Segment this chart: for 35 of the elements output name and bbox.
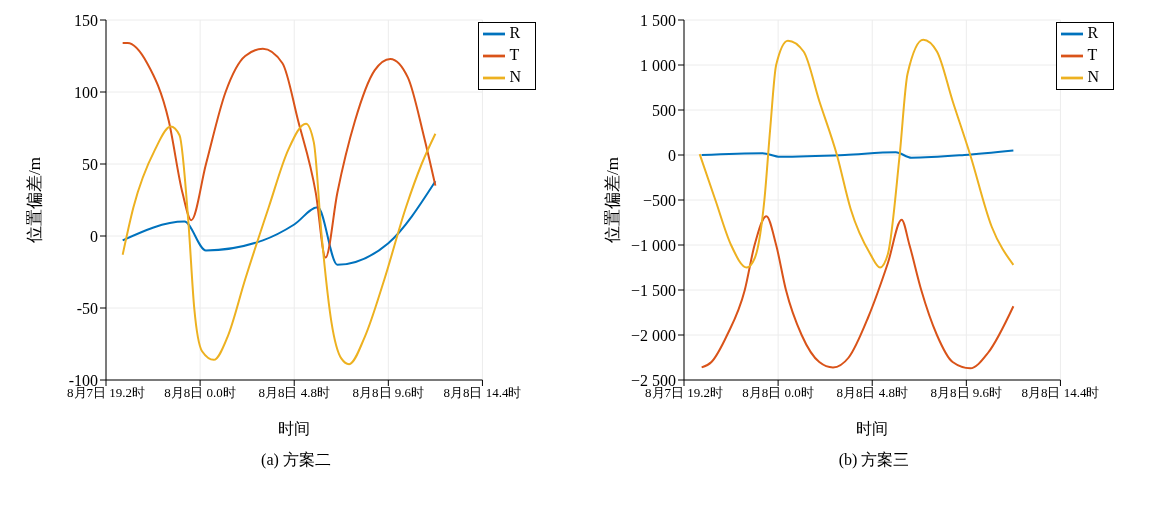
y-tick-label: 500 — [652, 101, 676, 119]
y-tick-label: −1 000 — [630, 236, 676, 254]
y-axis-title: 位置偏差/m — [25, 157, 45, 243]
y-tick-label: 0 — [668, 146, 676, 164]
y-tick-label: −2 000 — [630, 326, 676, 344]
legend-label: T — [1087, 45, 1098, 63]
x-tick-label: 8月8日 4.8时 — [836, 385, 908, 401]
text: (b) 方案三 — [837, 450, 911, 471]
x-axis-title: 时间 — [278, 420, 311, 437]
x-tick-label: 8月8日 14.4时 — [1021, 385, 1100, 401]
legend-label: R — [1087, 23, 1099, 41]
legend-label: N — [509, 67, 521, 85]
x-tick-label: 8月8日 0.0时 — [164, 385, 236, 401]
x-tick-label: 8月8日 0.0时 — [742, 385, 814, 401]
y-tick-label: 1 000 — [640, 56, 676, 74]
legend-label: N — [1087, 67, 1099, 85]
text: (a) 方案二 — [260, 450, 332, 471]
x-tick-label: 8月7日 19.2时 — [645, 385, 723, 401]
y-tick-label: 100 — [74, 83, 98, 101]
y-tick-label: 150 — [74, 11, 98, 29]
y-tick-label: 0 — [90, 227, 98, 245]
legend-label: R — [509, 23, 521, 41]
y-tick-label: −1 500 — [630, 281, 676, 299]
x-tick-label: 8月7日 19.2时 — [67, 385, 145, 401]
y-tick-label: 1 500 — [640, 11, 676, 29]
legend-label: T — [509, 45, 520, 63]
x-tick-label: 8月8日 4.8时 — [258, 385, 330, 401]
x-axis-title: 时间 — [856, 420, 889, 437]
y-tick-label: -50 — [76, 299, 98, 317]
y-axis-title: 位置偏差/m — [603, 157, 623, 243]
x-tick-label: 8月8日 14.4时 — [443, 385, 522, 401]
x-tick-label: 8月8日 9.6时 — [352, 385, 425, 401]
x-tick-label: 8月8日 9.6时 — [930, 385, 1003, 401]
y-tick-label: 50 — [82, 155, 98, 173]
y-tick-label: −500 — [642, 191, 676, 209]
